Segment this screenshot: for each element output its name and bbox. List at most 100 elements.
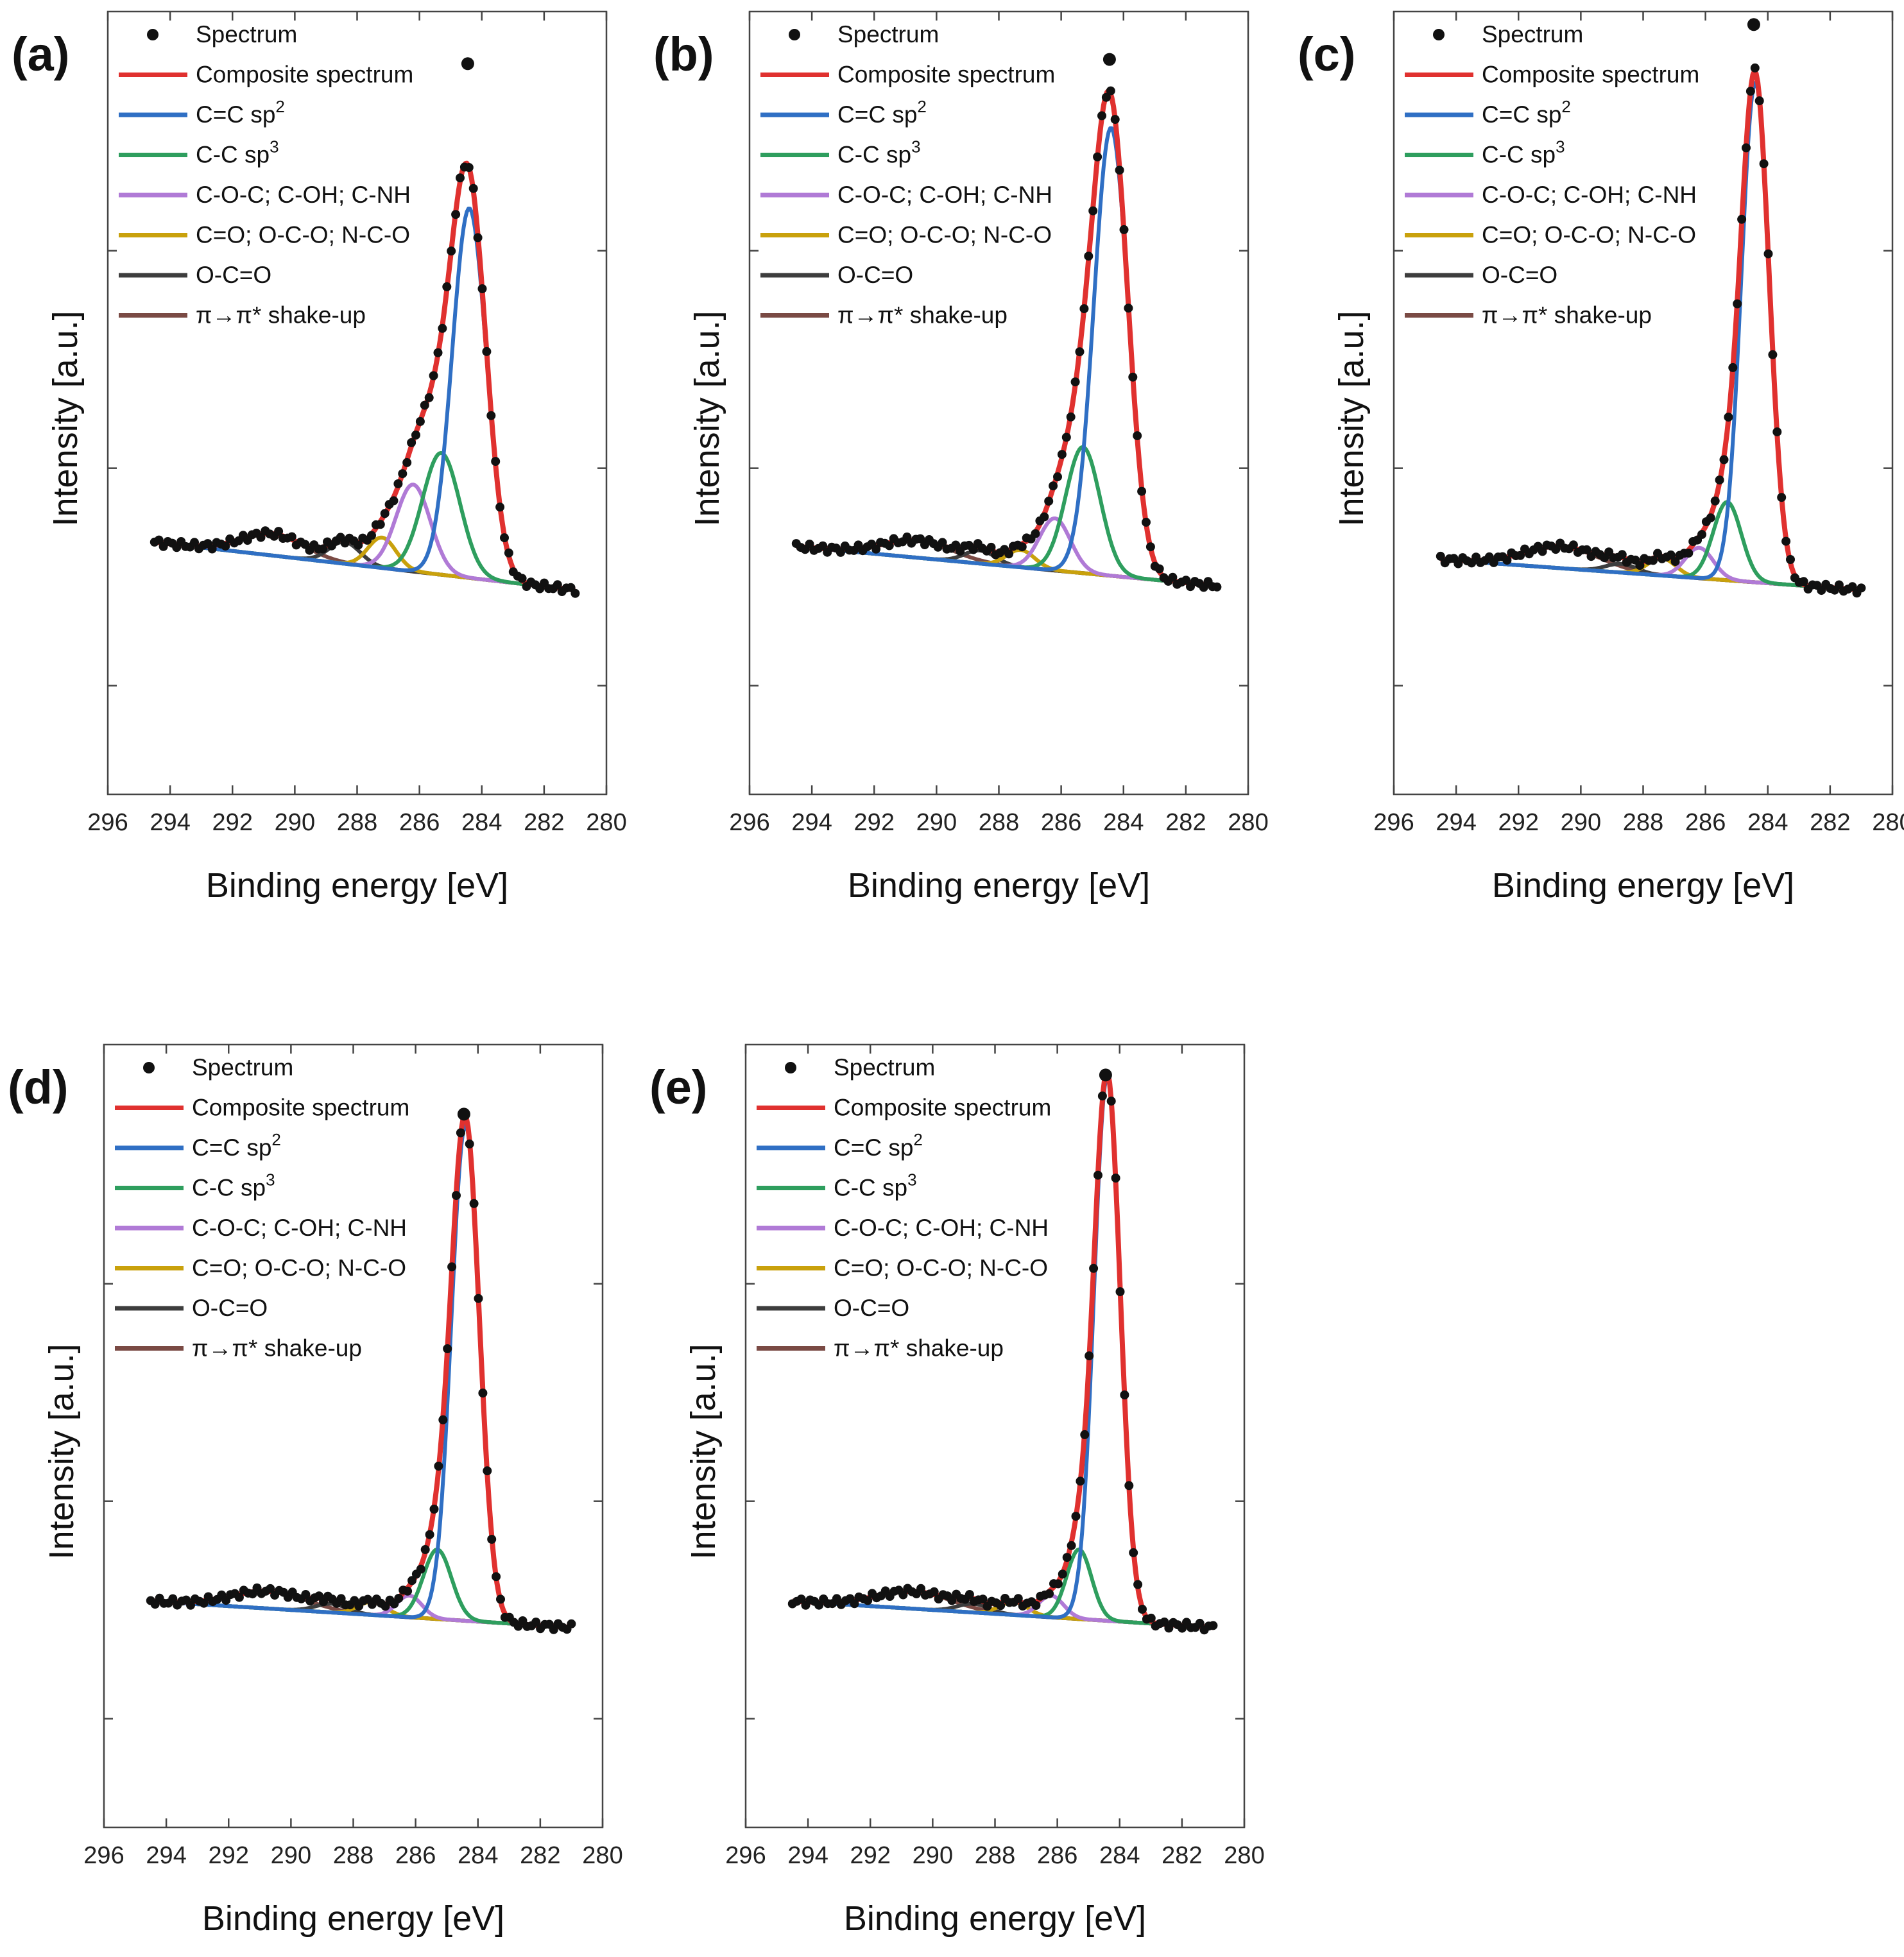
spectrum-point	[1715, 475, 1724, 485]
spectrum-point	[415, 416, 425, 426]
spectrum-point	[531, 1618, 541, 1627]
legend-label-coc: C-O-C; C-OH; C-NH	[192, 1215, 407, 1241]
plot-frame	[107, 10, 608, 796]
legend-superscript: 3	[907, 1170, 916, 1190]
spectrum-point	[1742, 143, 1751, 153]
spectrum-point	[389, 496, 399, 506]
y-axis-title: Intensity [a.u.]	[1332, 311, 1371, 526]
spectrum-point	[1848, 582, 1857, 592]
x-tick-label: 288	[1623, 809, 1663, 836]
spectrum-point	[1053, 1579, 1063, 1589]
legend-superscript: 3	[1556, 137, 1565, 157]
spectrum-point	[1733, 299, 1742, 309]
spectrum-point	[1181, 576, 1191, 585]
panel-label: (a)	[12, 28, 69, 81]
spectrum-point	[1436, 551, 1445, 561]
x-tick-label: 288	[975, 1842, 1015, 1869]
legend-superscript: 3	[266, 1170, 275, 1190]
spectrum-point	[1084, 252, 1094, 261]
spectrum-point	[318, 544, 328, 554]
x-tick-label: 282	[1810, 809, 1850, 836]
spectrum-point	[1076, 1476, 1085, 1486]
x-axis-title: Binding energy [eV]	[844, 1899, 1146, 1938]
spectrum-point	[1582, 545, 1591, 554]
spectrum-point	[491, 457, 501, 466]
spectrum-point	[1777, 493, 1787, 502]
x-tick-label: 292	[854, 809, 895, 836]
spectrum-point	[465, 1139, 474, 1149]
spectrum-point	[438, 323, 447, 333]
plot-frame	[748, 10, 1249, 796]
legend-label-shake: π→π* shake-up	[1482, 302, 1652, 329]
spectrum-point	[336, 1594, 346, 1603]
spectrum-point	[256, 533, 266, 542]
legend-label-composite: Composite spectrum	[837, 62, 1055, 88]
spectrum-point	[1058, 1569, 1067, 1579]
y-axis-title: Intensity [a.u.]	[42, 1344, 81, 1559]
spectrum-point	[1146, 1613, 1156, 1623]
spectrum-point	[1208, 1621, 1218, 1630]
spectrum-point	[1045, 1589, 1054, 1598]
spectrum-point	[863, 1596, 873, 1605]
spectrum-point	[1684, 549, 1694, 558]
spectrum-point	[1710, 496, 1720, 506]
panel-label: (e)	[649, 1061, 707, 1114]
legend-marker-spectrum	[789, 29, 800, 40]
spectrum-point	[468, 184, 478, 193]
legend-label-co: C=O; O-C-O; N-C-O	[196, 222, 410, 248]
spectrum-point	[354, 540, 363, 550]
spectrum-point-max	[1099, 1068, 1112, 1082]
spectrum-point	[1568, 540, 1578, 550]
plot-frame	[103, 1043, 604, 1829]
panel-0: 296 294 292 290 288 286 284 282 280 Binding energ…	[12, 10, 627, 905]
spectrum-point	[495, 502, 505, 512]
y-axis-title: Intensity [a.u.]	[46, 311, 85, 526]
spectrum-point	[1133, 431, 1142, 441]
x-tick-label: 296	[87, 809, 128, 836]
x-tick-label: 290	[275, 809, 315, 836]
spectrum-point	[433, 348, 443, 357]
plot-frame	[1393, 10, 1894, 796]
spectrum-point	[403, 1586, 413, 1596]
x-tick-label: 284	[461, 809, 502, 836]
spectrum-point-max	[1102, 53, 1116, 66]
legend-label-co: C=O; O-C-O; N-C-O	[834, 1255, 1048, 1281]
spectrum-point	[469, 1199, 479, 1208]
x-tick-label: 292	[850, 1842, 891, 1869]
spectrum-point	[451, 210, 461, 219]
spectrum-point	[1031, 529, 1040, 538]
spectrum-point	[916, 1584, 925, 1593]
spectrum-point	[1115, 166, 1124, 175]
component-sp2	[150, 1124, 572, 1630]
spectrum-point	[420, 1545, 430, 1554]
spectrum-point	[818, 541, 828, 551]
x-tick-label: 288	[337, 809, 377, 836]
legend-label-coc: C-O-C; C-OH; C-NH	[834, 1215, 1049, 1241]
legend-label-sp2: C=C sp2	[834, 1130, 923, 1161]
legend-marker-spectrum	[147, 29, 159, 40]
spectrum-point	[884, 541, 894, 551]
spectrum-point	[443, 1344, 452, 1353]
legend-superscript: 2	[271, 1130, 280, 1149]
spectrum-point	[1053, 472, 1062, 482]
spectrum-point	[850, 1599, 859, 1609]
legend-label-co: C=O; O-C-O; N-C-O	[192, 1255, 406, 1281]
spectrum-point	[190, 538, 199, 547]
y-axis-title: Intensity [a.u.]	[688, 311, 726, 526]
spectrum-point	[1768, 350, 1778, 359]
legend-label-oco: O-C=O	[196, 262, 271, 288]
spectrum-point	[1120, 1390, 1129, 1399]
spectrum-point	[902, 532, 912, 542]
spectrum-point	[986, 542, 996, 552]
x-tick-label: 280	[1228, 809, 1268, 836]
legend-label-spectrum: Spectrum	[1482, 21, 1583, 47]
panel-3: 296 294 292 290 288 286 284 282 280 Binding energ…	[8, 1043, 623, 1938]
x-tick-label: 280	[582, 1842, 622, 1869]
spectrum-point	[429, 371, 438, 380]
spectrum-point	[456, 1128, 465, 1138]
spectrum-point	[1617, 550, 1627, 560]
x-tick-label: 296	[83, 1842, 124, 1869]
spectrum-point-max	[461, 57, 474, 71]
legend-label-composite: Composite spectrum	[196, 62, 413, 88]
spectrum-point	[407, 438, 416, 447]
